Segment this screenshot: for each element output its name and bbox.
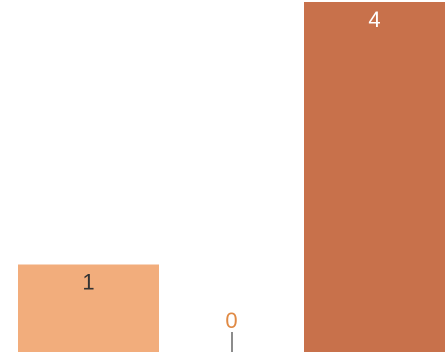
data-label-1: 1 [82,270,94,295]
data-label-2: 0 [225,308,237,333]
data-label-3: 4 [368,7,380,32]
bar-1 [18,264,159,352]
bar-3 [304,2,445,352]
